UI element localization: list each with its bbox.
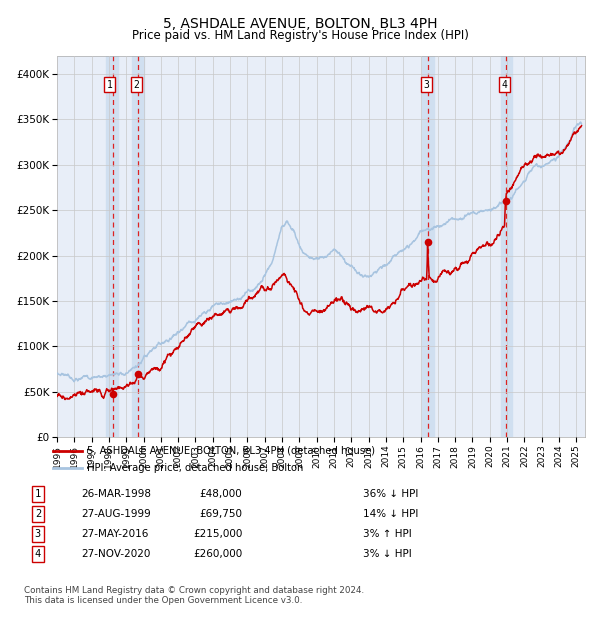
- Text: 1: 1: [107, 80, 113, 90]
- Text: 36% ↓ HPI: 36% ↓ HPI: [364, 489, 419, 498]
- Bar: [106, 56, 118, 437]
- Text: £260,000: £260,000: [193, 549, 242, 559]
- Text: 27-MAY-2016: 27-MAY-2016: [81, 529, 148, 539]
- Bar: [133, 56, 145, 437]
- Bar: [422, 56, 434, 437]
- Text: 5, ASHDALE AVENUE, BOLTON, BL3 4PH (detached house): 5, ASHDALE AVENUE, BOLTON, BL3 4PH (deta…: [87, 446, 375, 456]
- Text: 5, ASHDALE AVENUE, BOLTON, BL3 4PH: 5, ASHDALE AVENUE, BOLTON, BL3 4PH: [163, 17, 437, 31]
- Text: 14% ↓ HPI: 14% ↓ HPI: [364, 509, 419, 519]
- Text: 3% ↓ HPI: 3% ↓ HPI: [364, 549, 412, 559]
- Text: 3% ↑ HPI: 3% ↑ HPI: [364, 529, 412, 539]
- Text: 3: 3: [424, 80, 430, 90]
- Text: Contains HM Land Registry data © Crown copyright and database right 2024.
This d: Contains HM Land Registry data © Crown c…: [24, 586, 364, 605]
- Text: 2: 2: [134, 80, 140, 90]
- Text: 26-MAR-1998: 26-MAR-1998: [81, 489, 151, 498]
- Text: 27-AUG-1999: 27-AUG-1999: [81, 509, 151, 519]
- Text: HPI: Average price, detached house, Bolton: HPI: Average price, detached house, Bolt…: [87, 463, 303, 473]
- Text: 4: 4: [502, 80, 508, 90]
- Text: £48,000: £48,000: [200, 489, 242, 498]
- Text: 1: 1: [35, 489, 41, 498]
- Text: 27-NOV-2020: 27-NOV-2020: [81, 549, 151, 559]
- Text: 4: 4: [35, 549, 41, 559]
- Text: 2: 2: [35, 509, 41, 519]
- Text: 3: 3: [35, 529, 41, 539]
- Bar: [501, 56, 512, 437]
- Text: £69,750: £69,750: [199, 509, 242, 519]
- Text: £215,000: £215,000: [193, 529, 242, 539]
- Text: Price paid vs. HM Land Registry's House Price Index (HPI): Price paid vs. HM Land Registry's House …: [131, 29, 469, 42]
